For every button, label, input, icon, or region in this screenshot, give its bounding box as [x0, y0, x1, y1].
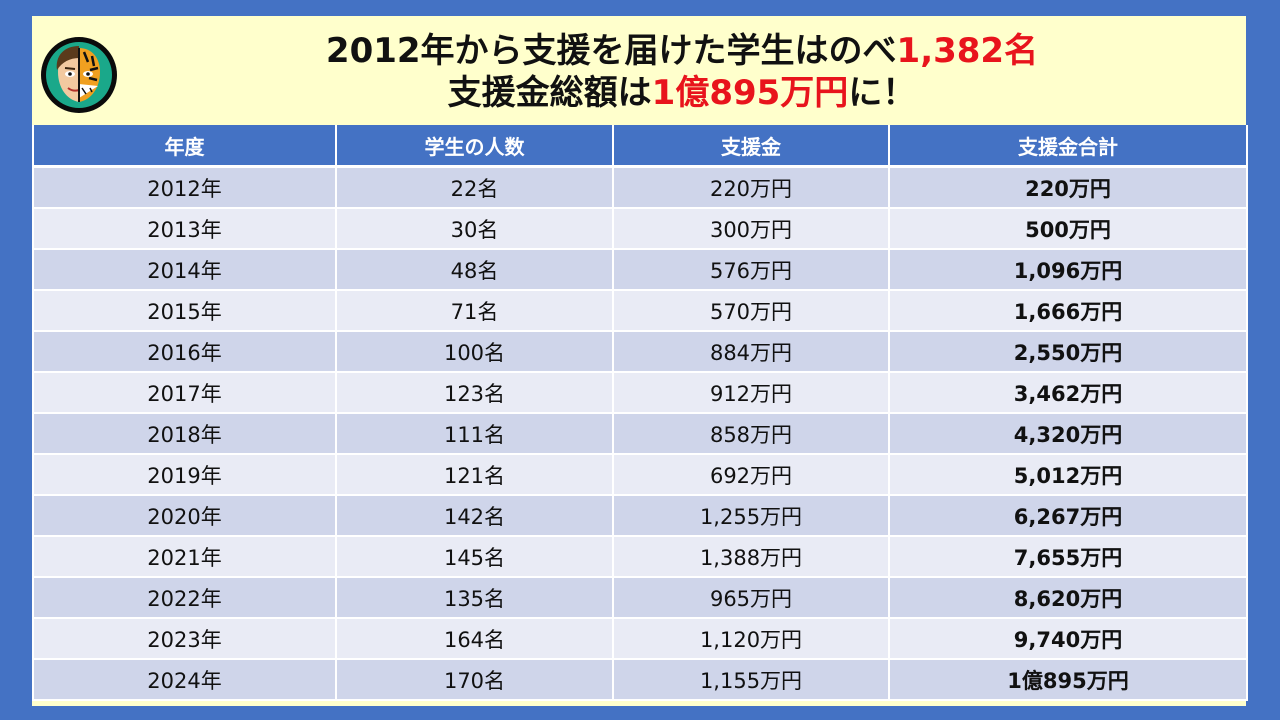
table-row: 2013年 30名 300万円 500万円 [32, 207, 1248, 250]
cell-year: 2021年 [32, 535, 337, 578]
cell-cumulative: 220万円 [888, 165, 1248, 209]
headline-line2-prefix: 支援金総額は [447, 73, 652, 113]
table-row: 2017年 123名 912万円 3,462万円 [32, 371, 1248, 414]
cell-year: 2024年 [32, 658, 337, 701]
cell-year: 2012年 [32, 165, 337, 209]
column-header-amount: 支援金 [612, 125, 890, 168]
column-header-students: 学生の人数 [335, 125, 614, 168]
column-header-cumulative: 支援金合計 [888, 125, 1248, 168]
cell-cumulative: 2,550万円 [888, 330, 1248, 373]
slide-frame: 2012年から支援を届けた学生はのべ1,382名 支援金総額は1億895万円に！… [32, 16, 1248, 706]
headline: 2012年から支援を届けた学生はのべ1,382名 支援金総額は1億895万円に！ [132, 30, 1232, 114]
cell-students: 30名 [335, 207, 614, 250]
table-row: 2022年 135名 965万円 8,620万円 [32, 576, 1248, 619]
cell-cumulative: 1億895万円 [888, 658, 1248, 701]
mascot-face-icon [41, 37, 117, 113]
cell-amount: 912万円 [612, 371, 890, 414]
cell-students: 100名 [335, 330, 614, 373]
table-row: 2016年 100名 884万円 2,550万円 [32, 330, 1248, 373]
cell-amount: 884万円 [612, 330, 890, 373]
support-table: 年度 学生の人数 支援金 支援金合計 2012年 22名 220万円 220万円 201… [32, 125, 1248, 701]
table-row: 2019年 121名 692万円 5,012万円 [32, 453, 1248, 496]
cell-students: 164名 [335, 617, 614, 660]
table-row: 2024年 170名 1,155万円 1億895万円 [32, 658, 1248, 701]
cell-cumulative: 5,012万円 [888, 453, 1248, 496]
cell-cumulative: 4,320万円 [888, 412, 1248, 455]
headline-line-1: 2012年から支援を届けた学生はのべ1,382名 [132, 30, 1232, 72]
cell-year: 2022年 [32, 576, 337, 619]
cell-students: 142名 [335, 494, 614, 537]
cell-amount: 1,120万円 [612, 617, 890, 660]
cell-cumulative: 3,462万円 [888, 371, 1248, 414]
cell-students: 111名 [335, 412, 614, 455]
cell-students: 48名 [335, 248, 614, 291]
cell-amount: 300万円 [612, 207, 890, 250]
cell-amount: 1,388万円 [612, 535, 890, 578]
cell-cumulative: 500万円 [888, 207, 1248, 250]
cell-year: 2014年 [32, 248, 337, 291]
cell-cumulative: 6,267万円 [888, 494, 1248, 537]
cell-students: 71名 [335, 289, 614, 332]
header-banner: 2012年から支援を届けた学生はのべ1,382名 支援金総額は1億895万円に！ [32, 16, 1246, 124]
cell-amount: 570万円 [612, 289, 890, 332]
headline-line-2: 支援金総額は1億895万円に！ [132, 72, 1232, 114]
table-body: 2012年 22名 220万円 220万円 2013年 30名 300万円 500万円 2014… [32, 165, 1248, 701]
cell-students: 121名 [335, 453, 614, 496]
table-row: 2021年 145名 1,388万円 7,655万円 [32, 535, 1248, 578]
cell-amount: 858万円 [612, 412, 890, 455]
headline-line1-prefix: 2012年から支援を届けた学生はのべ [325, 31, 897, 71]
cell-cumulative: 9,740万円 [888, 617, 1248, 660]
table-row: 2020年 142名 1,255万円 6,267万円 [32, 494, 1248, 537]
cell-amount: 692万円 [612, 453, 890, 496]
cell-year: 2020年 [32, 494, 337, 537]
cell-year: 2019年 [32, 453, 337, 496]
headline-student-total: 1,382名 [896, 31, 1039, 71]
cell-year: 2023年 [32, 617, 337, 660]
column-header-year: 年度 [32, 125, 337, 168]
headline-amount-total: 1億895万円 [651, 73, 849, 113]
cell-students: 22名 [335, 165, 614, 209]
cell-amount: 1,255万円 [612, 494, 890, 537]
cell-students: 170名 [335, 658, 614, 701]
cell-year: 2015年 [32, 289, 337, 332]
table-row: 2012年 22名 220万円 220万円 [32, 165, 1248, 209]
cell-cumulative: 1,666万円 [888, 289, 1248, 332]
cell-amount: 1,155万円 [612, 658, 890, 701]
cell-students: 123名 [335, 371, 614, 414]
cell-year: 2013年 [32, 207, 337, 250]
cell-amount: 220万円 [612, 165, 890, 209]
cell-year: 2016年 [32, 330, 337, 373]
cell-cumulative: 1,096万円 [888, 248, 1248, 291]
table-row: 2023年 164名 1,120万円 9,740万円 [32, 617, 1248, 660]
cell-amount: 576万円 [612, 248, 890, 291]
cell-cumulative: 8,620万円 [888, 576, 1248, 619]
table-row: 2014年 48名 576万円 1,096万円 [32, 248, 1248, 291]
table-header-row: 年度 学生の人数 支援金 支援金合計 [32, 125, 1248, 168]
cell-year: 2017年 [32, 371, 337, 414]
table-row: 2015年 71名 570万円 1,666万円 [32, 289, 1248, 332]
cell-students: 135名 [335, 576, 614, 619]
table-row: 2018年 111名 858万円 4,320万円 [32, 412, 1248, 455]
cell-cumulative: 7,655万円 [888, 535, 1248, 578]
headline-line2-suffix: に！ [848, 73, 917, 113]
cell-amount: 965万円 [612, 576, 890, 619]
cell-students: 145名 [335, 535, 614, 578]
cell-year: 2018年 [32, 412, 337, 455]
